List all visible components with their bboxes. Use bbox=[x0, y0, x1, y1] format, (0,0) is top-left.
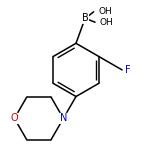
Text: O: O bbox=[11, 113, 18, 123]
Text: F: F bbox=[125, 65, 131, 75]
Text: B: B bbox=[82, 13, 88, 23]
Text: OH: OH bbox=[98, 7, 112, 16]
Text: N: N bbox=[60, 113, 67, 123]
Text: OH: OH bbox=[100, 18, 113, 27]
